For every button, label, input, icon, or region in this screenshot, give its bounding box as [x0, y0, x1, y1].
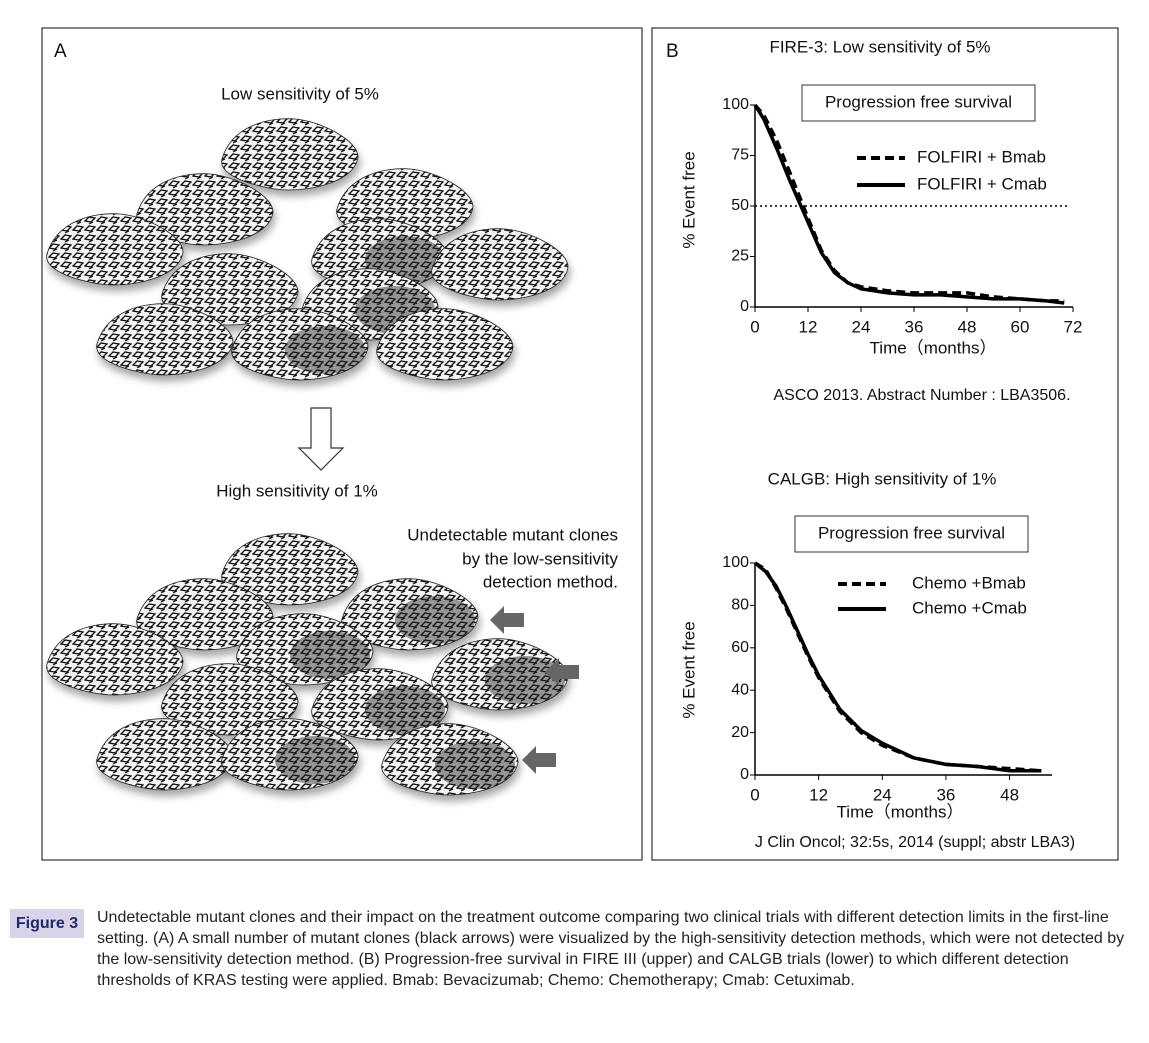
x-axis-label: Time（months）: [837, 802, 964, 821]
x-tick-label: 24: [852, 317, 871, 336]
mutant-region: [435, 741, 515, 789]
y-tick-label: 100: [722, 554, 749, 571]
caption-label: Figure 3: [10, 909, 84, 938]
chart-title: CALGB: High sensitivity of 1%: [768, 469, 997, 488]
chart-title: FIRE-3: Low sensitivity of 5%: [769, 37, 990, 56]
survival-curve: [753, 561, 1042, 773]
cell-cluster: [46, 213, 184, 286]
legend-label: FOLFIRI + Bmab: [917, 147, 1046, 166]
chart-subtitle: Progression free survival: [818, 523, 1005, 542]
cell-cluster: [46, 623, 184, 696]
mutant-region: [285, 326, 365, 374]
y-tick-label: 0: [740, 298, 749, 315]
cell-cluster: [431, 228, 569, 301]
mutant-region: [485, 656, 565, 704]
panel-a-frame: [41, 27, 643, 861]
legend-label: Chemo +Bmab: [912, 573, 1026, 592]
y-tick-label: 100: [722, 96, 749, 113]
x-tick-label: 36: [936, 785, 955, 804]
y-tick-label: 50: [731, 197, 749, 214]
x-tick-label: 0: [750, 785, 759, 804]
cell-cluster: [341, 578, 479, 651]
panel-a-title: Low sensitivity of 5%: [221, 84, 379, 103]
subtitle-box: [794, 515, 1029, 553]
mutant-region: [365, 686, 445, 734]
y-tick-label: 25: [731, 248, 749, 265]
source-note: ASCO 2013. Abstract Number : LBA3506.: [773, 387, 1070, 404]
cell-clusters: [46, 118, 569, 796]
survival-curve: [753, 104, 1065, 305]
y-tick-label: 0: [740, 766, 749, 783]
gray-arrow: [490, 606, 524, 634]
mutant-region: [395, 596, 475, 644]
legend-label: Chemo +Cmab: [912, 598, 1027, 617]
gray-arrow: [545, 658, 579, 686]
note-line: detection method.: [483, 572, 618, 591]
panel-label: B: [666, 41, 679, 62]
mutant-region: [275, 736, 355, 784]
x-axis-label: Time（months）: [870, 338, 997, 357]
y-axis-label: % Event free: [679, 151, 698, 248]
y-tick-label: 75: [731, 147, 749, 164]
y-tick-label: 80: [731, 597, 749, 614]
note-line: by the low-sensitivity: [462, 549, 618, 568]
cell-cluster: [221, 118, 359, 191]
figure: A B Low sensitivity of 5% High sensitivi…: [41, 27, 1119, 861]
mutant-region: [290, 631, 370, 679]
cell-cluster: [381, 723, 519, 796]
subtitle-box: [801, 84, 1036, 122]
chart-subtitle: Progression free survival: [825, 92, 1012, 111]
gray-arrow: [522, 746, 556, 774]
x-tick-label: 12: [799, 317, 818, 336]
cell-cluster: [311, 668, 449, 741]
x-tick-label: 72: [1064, 317, 1083, 336]
x-tick-label: 60: [1011, 317, 1030, 336]
x-tick-label: 24: [873, 785, 892, 804]
y-axis-label: % Event free: [679, 621, 698, 718]
down-arrow: [297, 407, 345, 471]
panel-label: A: [54, 41, 67, 62]
caption: Undetectable mutant clones and their imp…: [97, 909, 1125, 989]
cell-cluster: [376, 308, 514, 381]
y-tick-label: 20: [731, 724, 749, 741]
y-tick-label: 40: [731, 681, 749, 698]
cell-cluster: [221, 718, 359, 791]
panel-a-title: High sensitivity of 1%: [216, 481, 378, 500]
x-tick-label: 36: [905, 317, 924, 336]
x-tick-label: 0: [750, 317, 759, 336]
x-tick-label: 48: [958, 317, 977, 336]
y-tick-label: 60: [731, 639, 749, 656]
x-tick-label: 12: [809, 785, 828, 804]
panel-b-frame: [651, 27, 1119, 861]
source-note: J Clin Oncol; 32:5s, 2014 (suppl; abstr …: [755, 834, 1075, 851]
cell-cluster: [231, 308, 369, 381]
cell-cluster: [96, 303, 234, 376]
survival-curve: [754, 561, 1042, 773]
x-tick-label: 48: [1000, 785, 1019, 804]
legend-label: FOLFIRI + Cmab: [917, 174, 1047, 193]
note-line: Undetectable mutant clones: [407, 525, 618, 544]
